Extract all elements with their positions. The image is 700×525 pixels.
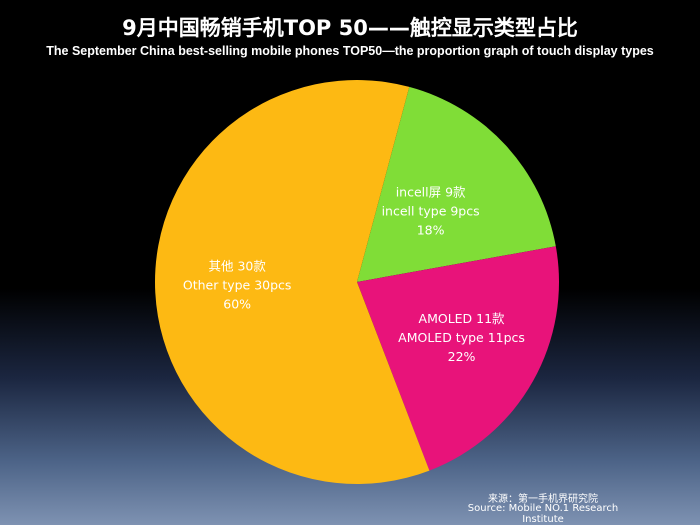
source-label-cn: 来源：第一手机界研究院 xyxy=(488,494,598,505)
slice-label-cn-3: 其他 30款 xyxy=(208,258,266,273)
slice-percent-1: 18% xyxy=(417,222,445,237)
slice-label-cn-1: incell屏 9款 xyxy=(396,184,466,199)
slice-percent-2: 22% xyxy=(448,349,476,364)
chart-subtitle: The September China best-selling mobile … xyxy=(46,44,654,58)
slice-label-cn-2: AMOLED 11款 xyxy=(419,311,506,326)
slice-label-en-3: Other type 30pcs xyxy=(183,277,292,292)
slice-label-en-2: AMOLED type 11pcs xyxy=(398,330,525,345)
slice-label-en-1: incell type 9pcs xyxy=(382,203,480,218)
pie-slice-1 xyxy=(357,86,556,282)
pie-slice-2 xyxy=(357,246,559,471)
slice-percent-3: 60% xyxy=(223,296,251,311)
pie-slice-3 xyxy=(154,80,430,485)
source-label-en: Source: Mobile NO.1 Research Institute xyxy=(467,503,619,525)
chart-title: 9月中国畅销手机TOP 50——触控显示类型占比 xyxy=(122,16,578,40)
